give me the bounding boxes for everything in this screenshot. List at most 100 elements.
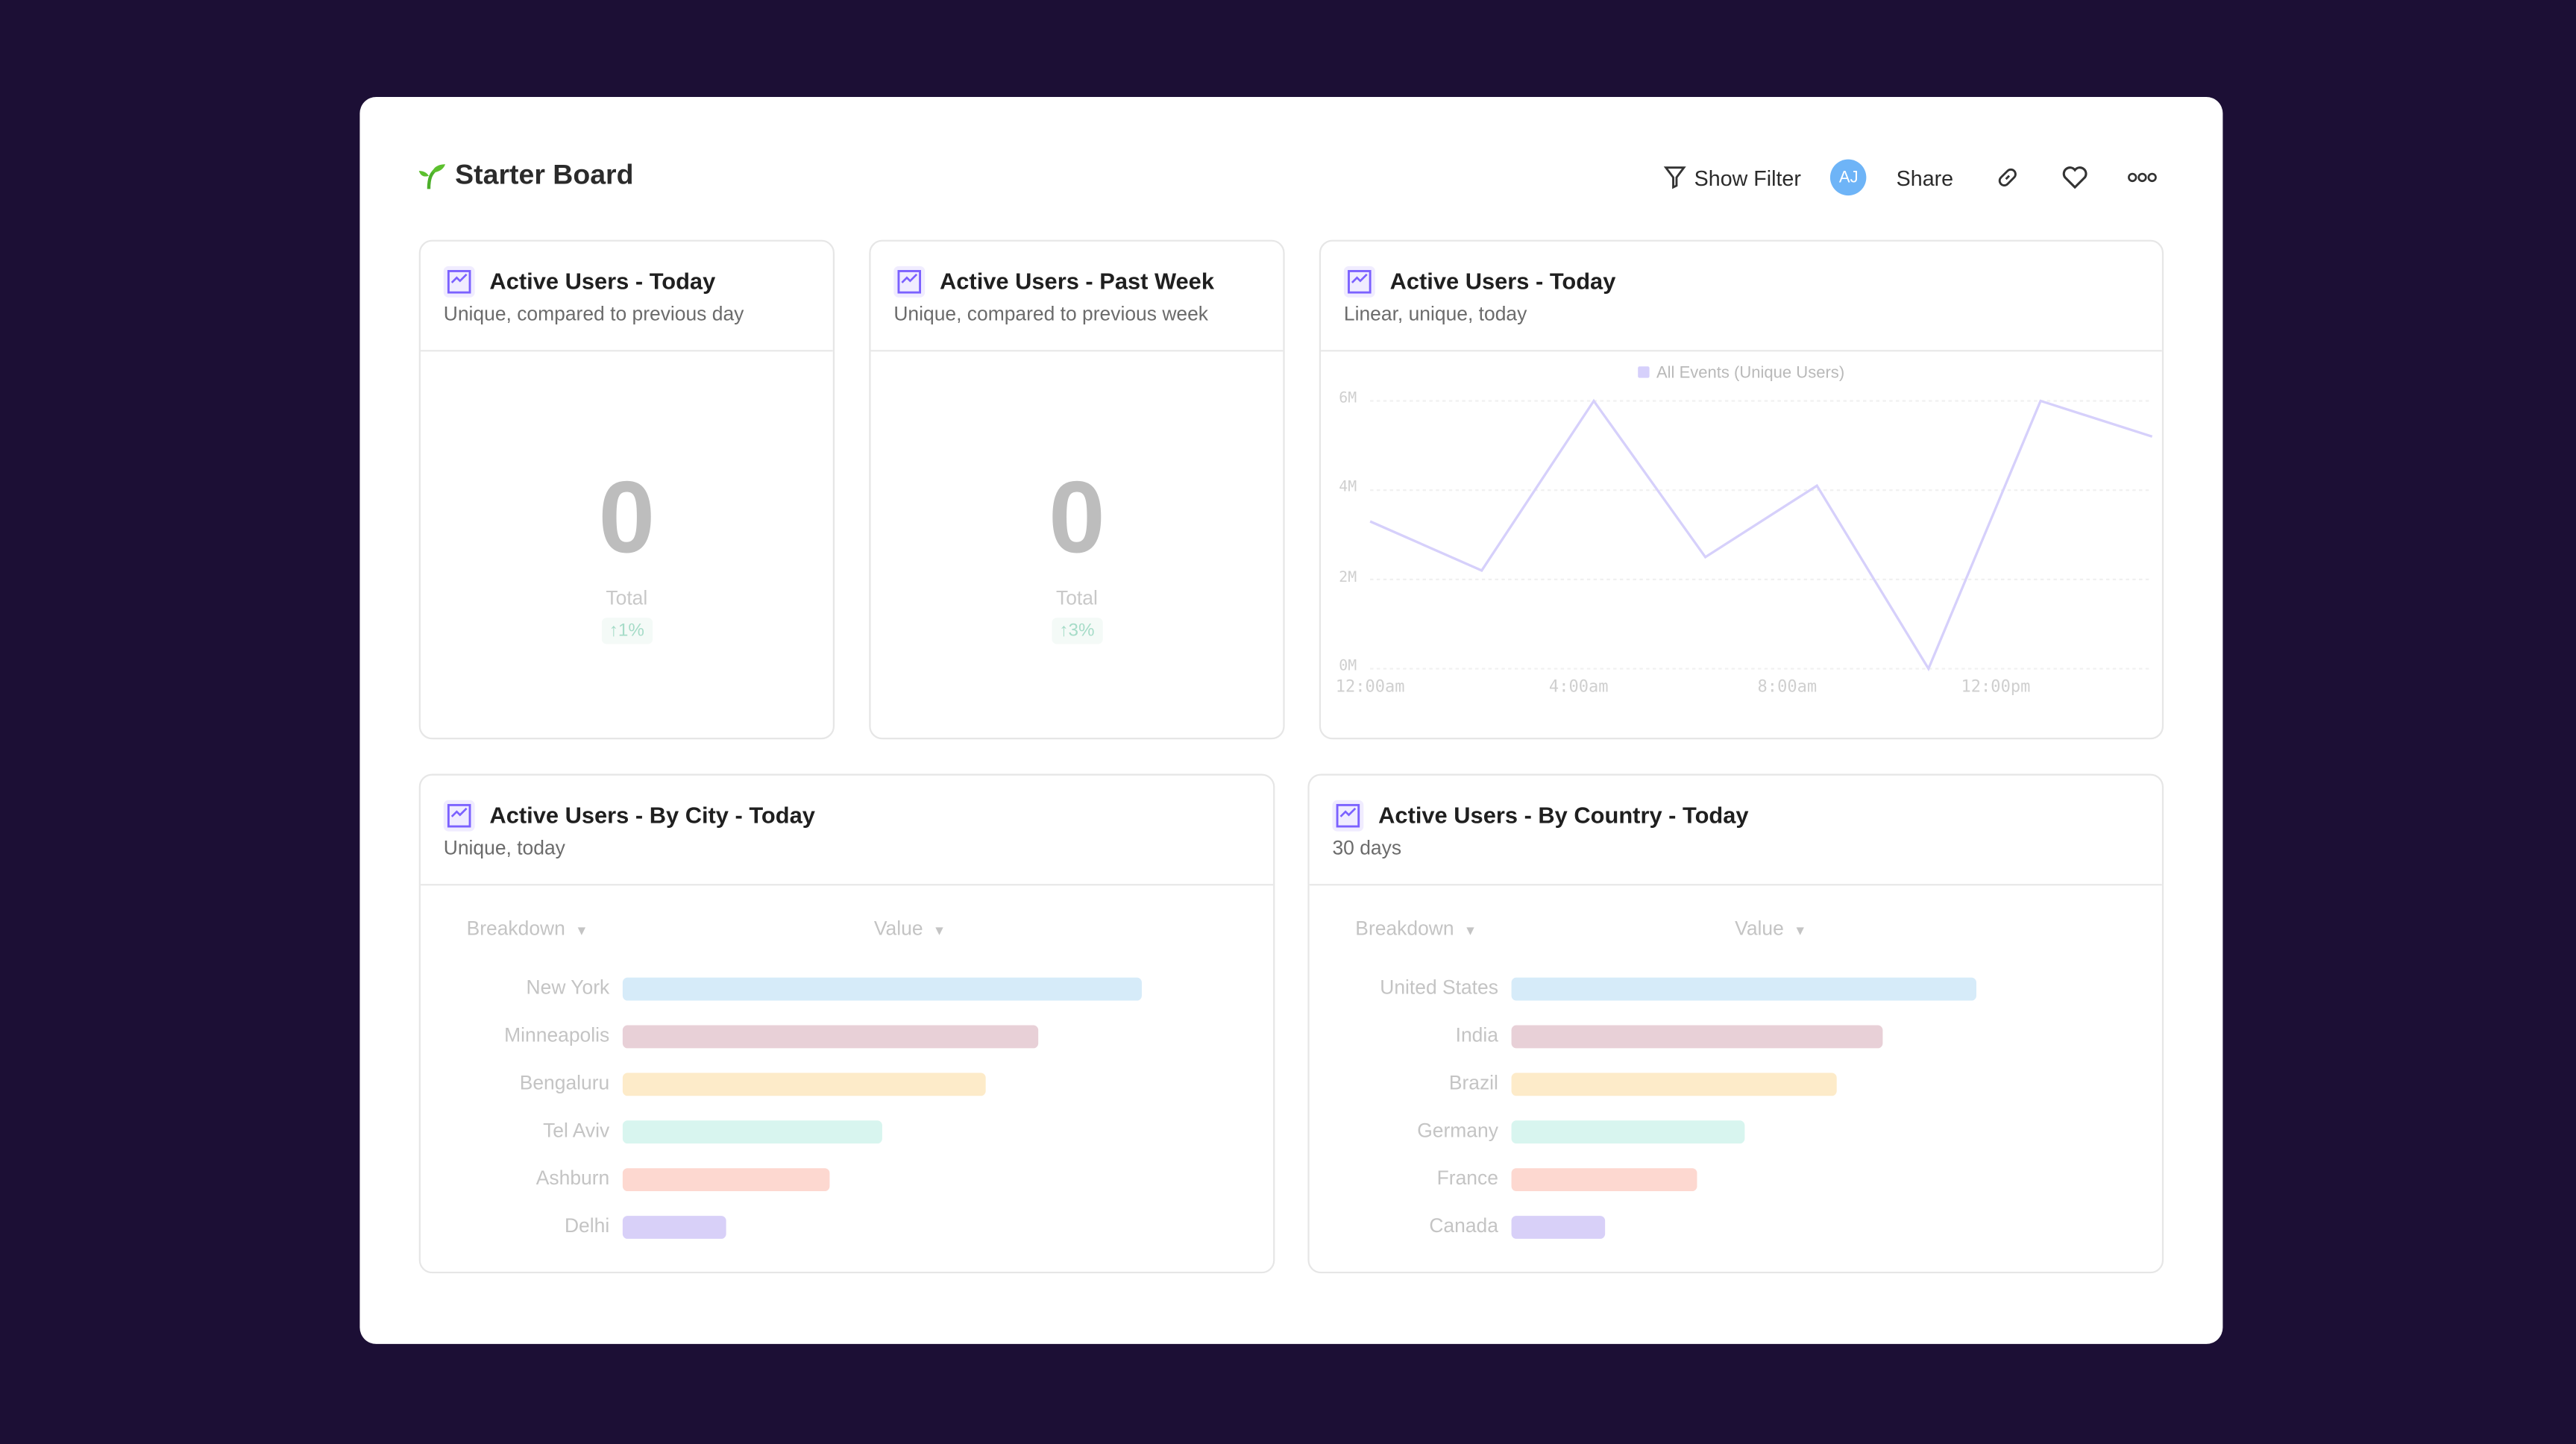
bar[interactable] (622, 1073, 987, 1096)
insights-chart-icon (1332, 800, 1364, 832)
bar-label: Bengaluru (519, 1071, 610, 1095)
link-icon (1998, 168, 2017, 186)
bar-row[interactable]: New York (421, 976, 1273, 1002)
data-point[interactable] (1589, 396, 1598, 406)
bar-row[interactable]: Bengaluru (421, 1071, 1273, 1097)
data-point[interactable] (1700, 552, 1710, 562)
bar-label: Ashburn (535, 1166, 610, 1190)
data-point[interactable] (1923, 664, 1933, 674)
bar-label: Delhi (564, 1214, 610, 1237)
bar-row[interactable]: Tel Aviv (421, 1119, 1273, 1145)
series-line[interactable] (1369, 398, 2153, 672)
data-point[interactable] (2035, 396, 2045, 406)
show-filter-label: Show Filter (1694, 165, 1801, 190)
bar-row[interactable]: Canada (1310, 1214, 2162, 1240)
value-label: Value (1735, 917, 1784, 941)
data-point[interactable] (1812, 481, 1822, 491)
tile-header: Active Users - By Country - Today 30 day… (1309, 776, 2162, 886)
tile-header: Active Users - Today Linear, unique, tod… (1321, 242, 2162, 352)
chart-legend[interactable]: All Events (Unique Users) (1321, 365, 2162, 383)
bar-row[interactable]: Brazil (1310, 1071, 2162, 1097)
bar-row[interactable]: Delhi (421, 1214, 1273, 1240)
insights-chart-icon (443, 800, 475, 832)
bar[interactable] (1511, 1025, 1884, 1049)
more-options-button[interactable] (2128, 172, 2158, 183)
bar-row[interactable]: Minneapolis (421, 1023, 1273, 1049)
y-tick-label: 2M (1339, 569, 1357, 586)
x-tick-label: 12:00pm (1961, 678, 2031, 697)
change-badge: ↑1% (600, 618, 653, 644)
metric-label: Total (606, 586, 648, 610)
y-tick-label: 4M (1339, 480, 1357, 497)
insights-chart-icon (893, 266, 926, 298)
bar[interactable] (622, 1120, 882, 1144)
bar-label: New York (526, 976, 610, 999)
favorite-button[interactable] (2062, 166, 2088, 189)
data-point[interactable] (2147, 432, 2157, 442)
tile-title[interactable]: Active Users - Past Week (940, 268, 1215, 295)
breakdown-label: Breakdown (1355, 917, 1454, 941)
bar[interactable] (1511, 1216, 1605, 1239)
breakdown-label: Breakdown (466, 917, 565, 941)
copy-link-button[interactable] (1996, 166, 2019, 189)
value-label: Value (873, 917, 923, 941)
bar-label: France (1436, 1166, 1498, 1190)
bar[interactable] (1511, 977, 1976, 1001)
board-title-text: Starter Board (455, 159, 634, 191)
bar-row[interactable]: United States (1310, 976, 2162, 1002)
bar[interactable] (622, 1168, 831, 1192)
tile-active-users-today[interactable]: Active Users - Today Unique, compared to… (418, 239, 835, 740)
tile-title[interactable]: Active Users - Today (1389, 268, 1616, 295)
x-tick-label: 8:00am (1757, 678, 1818, 697)
tile-subtitle: Unique, today (443, 836, 565, 860)
breakdown-column-header[interactable]: Breakdown ▼ (1355, 917, 1477, 940)
show-filter-button[interactable]: Show Filter (1664, 165, 1801, 190)
share-button[interactable]: Share (1896, 165, 1954, 190)
bar[interactable] (622, 1216, 727, 1239)
legend-swatch (1638, 366, 1650, 378)
caret-down-icon: ▼ (1794, 923, 1807, 938)
bar-label: United States (1380, 976, 1498, 999)
bar-label: Canada (1429, 1214, 1498, 1237)
bar-row[interactable]: Ashburn (421, 1167, 1273, 1193)
bar-label: Minneapolis (504, 1023, 610, 1047)
breakdown-column-header[interactable]: Breakdown ▼ (467, 917, 588, 940)
value-column-header[interactable]: Value ▼ (1735, 917, 1806, 940)
bar-label: Germany (1417, 1119, 1498, 1142)
caret-down-icon: ▼ (575, 923, 588, 938)
tile-active-users-past-week[interactable]: Active Users - Past Week Unique, compare… (869, 239, 1285, 740)
tile-title[interactable]: Active Users - By Country - Today (1378, 801, 1749, 829)
bar[interactable] (622, 1025, 1038, 1049)
value-column-header[interactable]: Value ▼ (874, 917, 946, 940)
tile-active-users-by-country[interactable]: Active Users - By Country - Today 30 day… (1307, 773, 2164, 1274)
data-point[interactable] (1366, 516, 1375, 526)
tile-subtitle: Unique, compared to previous week (893, 302, 1209, 326)
caret-down-icon: ▼ (932, 923, 946, 938)
bar[interactable] (1511, 1168, 1697, 1192)
line-chart (1366, 396, 2157, 674)
tile-active-users-by-city[interactable]: Active Users - By City - Today Unique, t… (418, 773, 1275, 1274)
avatar[interactable]: AJ (1830, 159, 1867, 196)
insights-chart-icon (1343, 266, 1375, 298)
legend-label: All Events (Unique Users) (1656, 365, 1845, 383)
tile-title[interactable]: Active Users - Today (489, 268, 716, 295)
tile-title[interactable]: Active Users - By City - Today (489, 801, 815, 829)
y-tick-label: 6M (1339, 391, 1357, 408)
bar-row[interactable]: France (1310, 1167, 2162, 1193)
more-icon (2128, 172, 2157, 183)
tile-active-users-line[interactable]: Active Users - Today Linear, unique, tod… (1319, 239, 2164, 740)
metric-label: Total (1055, 586, 1098, 610)
bar-label: India (1455, 1023, 1498, 1047)
tile-header: Active Users - Past Week Unique, compare… (870, 242, 1284, 352)
bar[interactable] (1511, 1073, 1837, 1096)
bar[interactable] (1511, 1120, 1744, 1144)
bar-row[interactable]: Germany (1310, 1119, 2162, 1145)
x-tick-label: 4:00am (1548, 678, 1609, 697)
tile-header: Active Users - By City - Today Unique, t… (420, 776, 1274, 886)
bar-row[interactable]: India (1310, 1023, 2162, 1049)
data-point[interactable] (1477, 565, 1486, 575)
y-tick-label: 0M (1339, 659, 1357, 676)
tile-subtitle: Unique, compared to previous day (443, 302, 744, 326)
bar[interactable] (622, 977, 1142, 1001)
tile-header: Active Users - Today Unique, compared to… (420, 242, 833, 352)
